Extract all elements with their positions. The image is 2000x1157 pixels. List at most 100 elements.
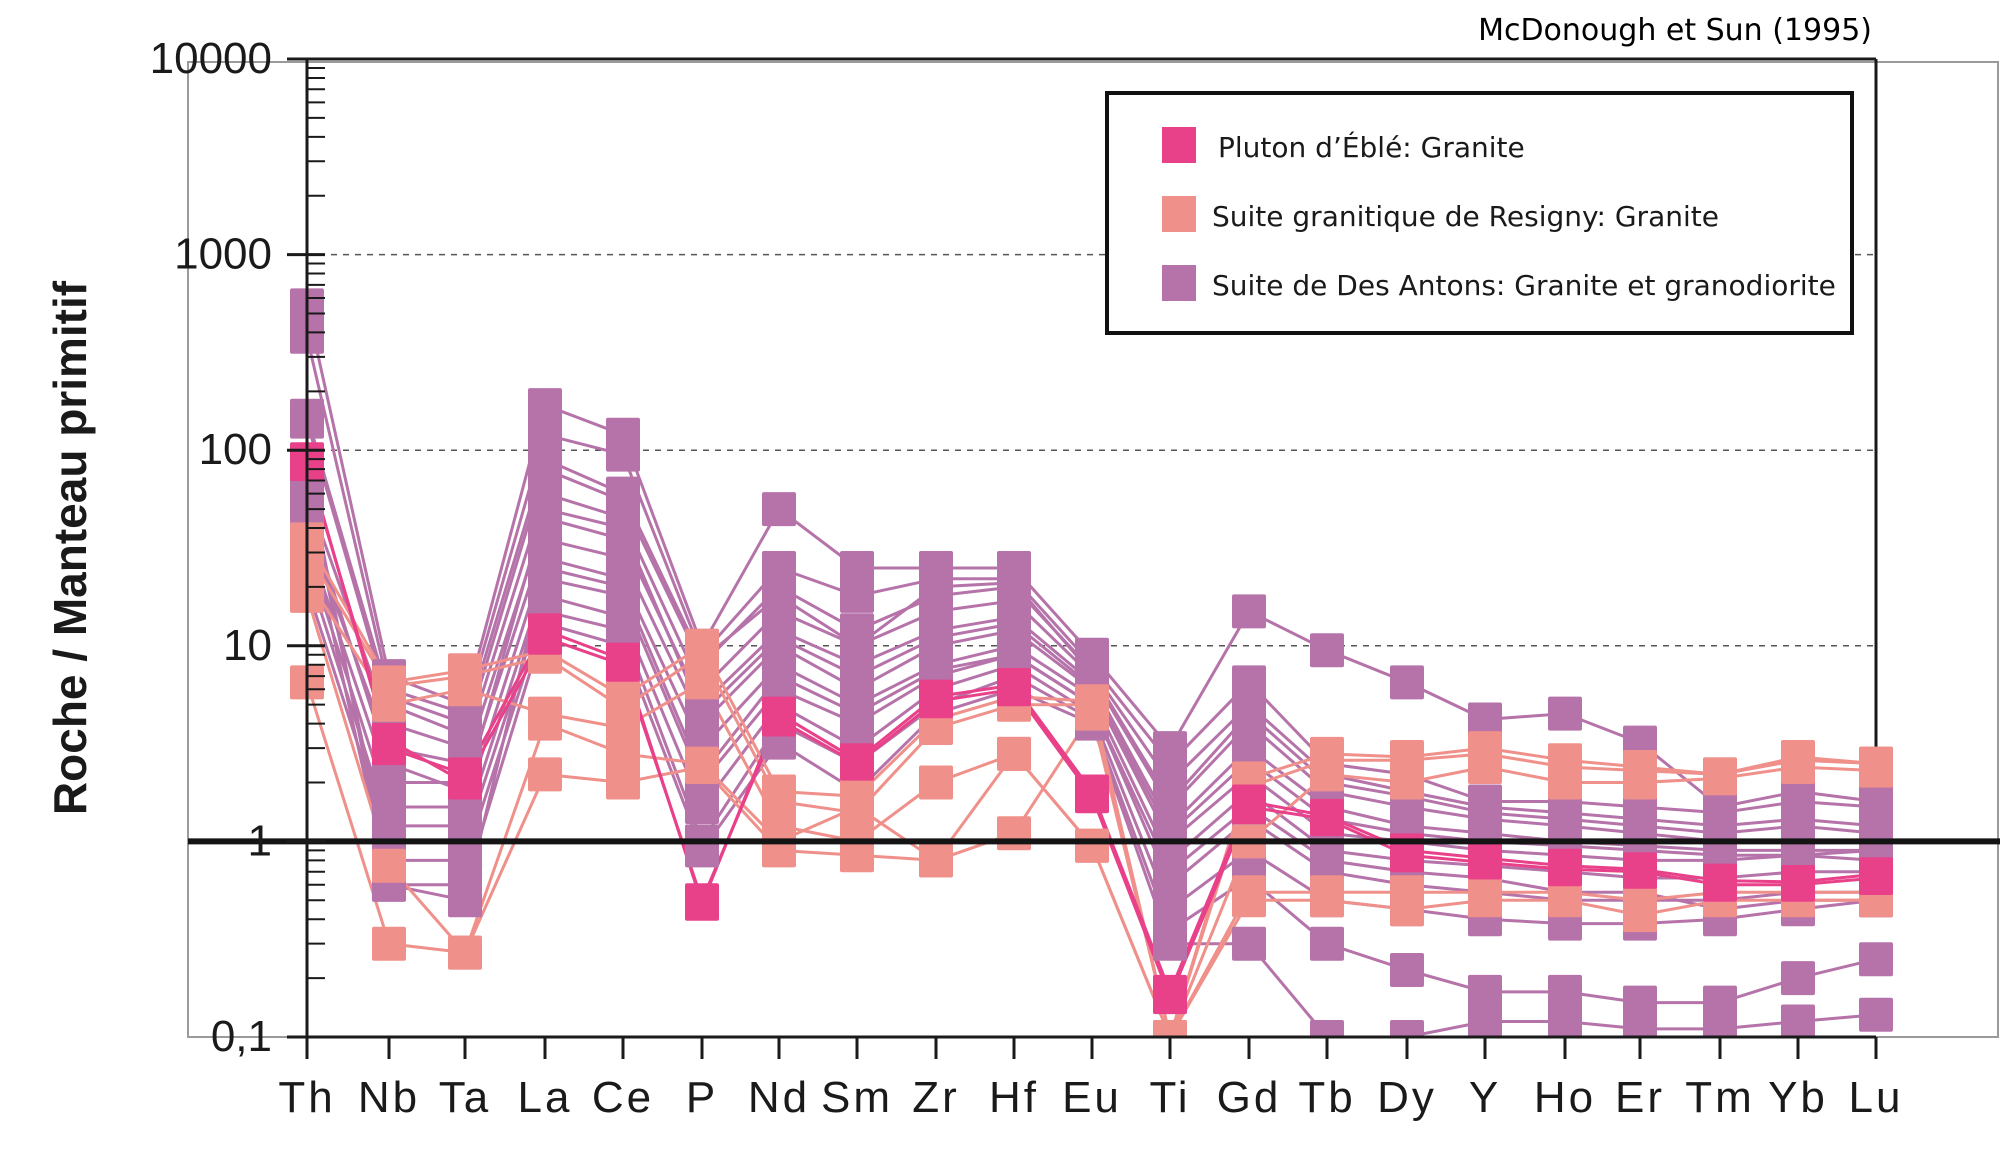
marker-Sm-20 bbox=[840, 746, 874, 781]
marker-Sm-0 bbox=[840, 551, 874, 585]
x-tick-label-Er: Er bbox=[1615, 1073, 1665, 1122]
marker-Er-17 bbox=[1623, 898, 1657, 933]
marker-Eu-18 bbox=[1075, 684, 1109, 719]
marker-Ce-20 bbox=[606, 647, 640, 682]
marker-Zr-11 bbox=[919, 569, 953, 604]
y-tick-label: 1000 bbox=[174, 230, 272, 279]
marker-Tm-9 bbox=[1703, 985, 1737, 1020]
marker-Ce-11 bbox=[606, 476, 640, 511]
series-markers bbox=[290, 288, 1893, 1037]
marker-Tm-18 bbox=[1703, 757, 1737, 792]
marker-P-18 bbox=[685, 628, 719, 663]
marker-Ho-17 bbox=[1548, 883, 1582, 918]
marker-Ta-18 bbox=[448, 653, 482, 688]
marker-Hf-17 bbox=[997, 736, 1031, 771]
marker-Zr-20 bbox=[919, 684, 953, 719]
x-tick-label-Ti: Ti bbox=[1149, 1073, 1190, 1122]
legend-box bbox=[1105, 91, 1854, 335]
marker-Ho-20 bbox=[1548, 852, 1582, 887]
marker-Yb-18 bbox=[1781, 740, 1815, 774]
marker-Zr-17 bbox=[919, 843, 953, 878]
marker-Ta-17 bbox=[448, 935, 482, 970]
marker-Ta-20 bbox=[448, 765, 482, 800]
marker-Tb-0 bbox=[1310, 633, 1344, 668]
marker-Ce-15 bbox=[606, 711, 640, 745]
marker-Sm-11 bbox=[840, 628, 874, 663]
marker-Hf-12 bbox=[997, 606, 1031, 641]
marker-Y-20 bbox=[1468, 845, 1502, 880]
marker-Ta-13 bbox=[448, 883, 482, 918]
x-tick-label-Ce: Ce bbox=[592, 1073, 654, 1122]
marker-Ti-13 bbox=[1153, 854, 1187, 889]
marker-Dy-20 bbox=[1390, 838, 1424, 873]
marker-Dy-10 bbox=[1390, 1020, 1424, 1037]
marker-Sm-12 bbox=[840, 659, 874, 694]
marker-La-0 bbox=[528, 388, 562, 423]
x-tick-label-Dy: Dy bbox=[1377, 1073, 1437, 1122]
marker-Yb-11 bbox=[1781, 808, 1815, 843]
marker-Gd-11 bbox=[1232, 696, 1266, 731]
marker-Hf-20 bbox=[997, 672, 1031, 707]
x-tick-label-Hf: Hf bbox=[989, 1073, 1039, 1122]
x-tick-label-La: La bbox=[518, 1073, 573, 1122]
marker-Hf-13 bbox=[997, 637, 1031, 672]
x-tick-label-Tm: Tm bbox=[1685, 1073, 1755, 1122]
x-tick-label-Nb: Nb bbox=[358, 1073, 420, 1122]
marker-La-20 bbox=[528, 620, 562, 655]
marker-Ti-18 bbox=[1153, 1020, 1187, 1037]
marker-Y-10 bbox=[1468, 1004, 1502, 1037]
marker-Ce-18 bbox=[606, 679, 640, 714]
marker-Lu-9 bbox=[1859, 942, 1893, 977]
marker-Y-9 bbox=[1468, 974, 1502, 1009]
marker-Gd-20 bbox=[1232, 790, 1266, 824]
marker-Hf-11 bbox=[997, 565, 1031, 600]
marker-Yb-12 bbox=[1781, 838, 1815, 873]
legend-swatch-pluton-eble bbox=[1162, 127, 1196, 163]
legend-label-des-antons: Suite de Des Antons: Granite et granodio… bbox=[1212, 269, 1836, 302]
marker-La-11 bbox=[528, 442, 562, 477]
marker-Gd-10 bbox=[1232, 926, 1266, 961]
marker-Nd-20 bbox=[762, 702, 796, 737]
marker-Zr-13 bbox=[919, 653, 953, 688]
marker-Er-18 bbox=[1623, 750, 1657, 784]
legend-swatch-resigny bbox=[1162, 196, 1196, 232]
x-tick-label-Th: Th bbox=[278, 1073, 335, 1122]
marker-Y-0 bbox=[1468, 702, 1502, 737]
marker-Tm-10 bbox=[1703, 1011, 1737, 1037]
x-tick-label-Ho: Ho bbox=[1534, 1073, 1596, 1122]
y-axis: 10000 1000 100 10 1 0,1 bbox=[150, 34, 325, 1061]
marker-Ce-1 bbox=[606, 437, 640, 472]
marker-Zr-12 bbox=[919, 620, 953, 655]
marker-Sm-13 bbox=[840, 696, 874, 731]
y-tick-label: 10 bbox=[223, 621, 272, 670]
marker-Er-20 bbox=[1623, 854, 1657, 889]
marker-Eu-20 bbox=[1075, 779, 1109, 814]
marker-Yb-9 bbox=[1781, 961, 1815, 996]
x-tick-label-Y: Y bbox=[1469, 1073, 1501, 1122]
marker-Yb-20 bbox=[1781, 867, 1815, 902]
marker-La-13 bbox=[528, 551, 562, 585]
marker-Zr-15 bbox=[919, 765, 953, 800]
marker-Tb-13 bbox=[1310, 843, 1344, 878]
marker-Nd-13 bbox=[762, 659, 796, 694]
marker-Er-10 bbox=[1623, 1011, 1657, 1037]
x-tick-label-Yb: Yb bbox=[1768, 1073, 1828, 1122]
x-tick-label-P: P bbox=[686, 1073, 718, 1122]
marker-La-16 bbox=[528, 706, 562, 741]
marker-P-17 bbox=[685, 750, 719, 784]
marker-Nd-0 bbox=[762, 492, 796, 527]
x-axis: Th Nb Ta La Ce P Nd Sm Zr Hf Eu Ti Gd Tb Dy Y Ho Er Tm Yb Lu bbox=[278, 1035, 1900, 1122]
marker-Ce-12 bbox=[606, 511, 640, 545]
marker-Ho-11 bbox=[1548, 802, 1582, 837]
marker-Nb-20 bbox=[372, 723, 406, 757]
marker-Sm-17 bbox=[840, 838, 874, 873]
marker-Ce-16 bbox=[606, 736, 640, 771]
marker-La-12 bbox=[528, 492, 562, 527]
marker-Sm-1 bbox=[840, 578, 874, 613]
marker-Ce-13 bbox=[606, 569, 640, 604]
y-tick-label: 0,1 bbox=[211, 1012, 272, 1061]
marker-Dy-17 bbox=[1390, 892, 1424, 927]
marker-Lu-18 bbox=[1859, 746, 1893, 781]
marker-Ho-9 bbox=[1548, 974, 1582, 1009]
